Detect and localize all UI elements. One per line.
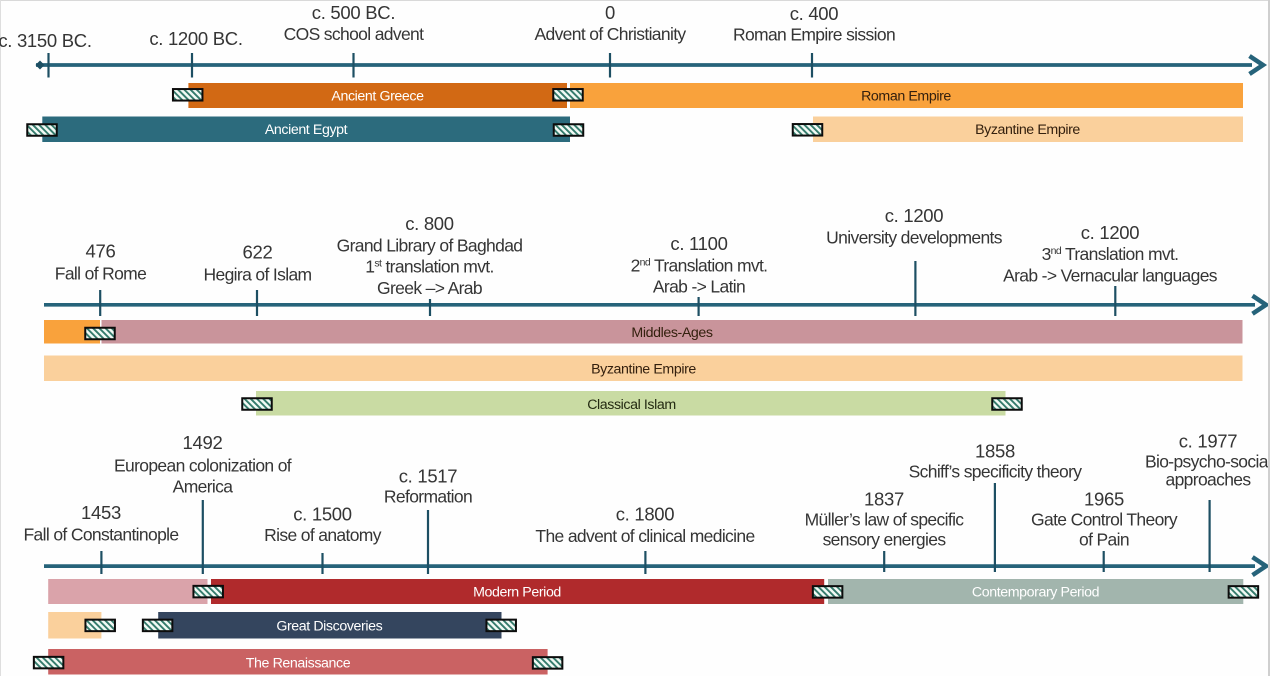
svg-text:Roman Empire sission: Roman Empire sission (733, 25, 895, 45)
svg-text:Advent of Christianity: Advent of Christianity (534, 24, 686, 44)
svg-text:Contemporary Period: Contemporary Period (972, 585, 1099, 601)
svg-text:c. 1200: c. 1200 (1081, 222, 1140, 243)
svg-text:c. 800: c. 800 (405, 213, 454, 234)
svg-text:622: 622 (243, 242, 273, 263)
svg-text:c. 3150 BC.: c. 3150 BC. (0, 30, 92, 51)
svg-text:America: America (173, 477, 234, 497)
svg-text:Grand Library of Baghdad: Grand Library of Baghdad (337, 236, 523, 256)
svg-text:Gate Control Theory: Gate Control Theory (1031, 510, 1178, 530)
svg-text:c. 1977: c. 1977 (1179, 431, 1238, 452)
svg-text:1492: 1492 (183, 432, 223, 453)
svg-text:Arab -> Latin: Arab -> Latin (653, 277, 745, 297)
svg-text:Ancient Egypt: Ancient Egypt (265, 122, 348, 138)
svg-text:c. 1517: c. 1517 (399, 466, 458, 487)
svg-text:0: 0 (605, 2, 615, 23)
svg-text:The advent of clinical medicin: The advent of clinical medicine (535, 526, 754, 546)
svg-text:c. 400: c. 400 (790, 3, 839, 24)
svg-text:Roman Empire: Roman Empire (861, 89, 951, 105)
svg-text:c. 1200: c. 1200 (885, 205, 944, 226)
svg-text:Rise of anatomy: Rise of anatomy (264, 525, 382, 545)
svg-text:Great Discoveries: Great Discoveries (276, 618, 382, 634)
svg-text:1st translation mvt.: 1st translation mvt. (365, 257, 493, 277)
svg-text:c. 500 BC.: c. 500 BC. (312, 2, 395, 23)
svg-text:1858: 1858 (975, 441, 1015, 462)
svg-text:Hegira of Islam: Hegira of Islam (204, 265, 312, 285)
svg-text:of Pain: of Pain (1079, 530, 1129, 550)
svg-text:2nd Translation mvt.: 2nd Translation mvt. (631, 256, 768, 276)
svg-text:1837: 1837 (864, 489, 904, 510)
svg-text:Classical Islam: Classical Islam (587, 397, 676, 413)
svg-text:Schiff’s specificity theory: Schiff’s specificity theory (909, 462, 1083, 482)
svg-text:c. 1800: c. 1800 (616, 504, 675, 525)
svg-text:sensory energies: sensory energies (823, 530, 947, 550)
svg-text:476: 476 (86, 241, 116, 262)
svg-text:c. 1200 BC.: c. 1200 BC. (149, 28, 242, 49)
svg-text:Müller’s law of specific: Müller’s law of specific (805, 510, 965, 530)
svg-text:3nd Translation mvt.: 3nd Translation mvt. (1042, 244, 1179, 264)
svg-text:Fall of Rome: Fall of Rome (55, 264, 146, 284)
svg-text:Byzantine Empire: Byzantine Empire (591, 361, 696, 377)
svg-text:Middles-Ages: Middles-Ages (631, 325, 712, 341)
svg-text:Greek –> Arab: Greek –> Arab (377, 278, 482, 298)
svg-text:COS school advent: COS school advent (284, 24, 425, 44)
svg-text:c. 1100: c. 1100 (670, 233, 727, 254)
svg-text:Byzantine Empire: Byzantine Empire (975, 122, 1080, 138)
svg-text:Fall of Constantinople: Fall of Constantinople (24, 525, 179, 545)
svg-text:c. 1500: c. 1500 (293, 504, 352, 525)
svg-text:1453: 1453 (81, 502, 121, 523)
svg-text:The Renaissance: The Renaissance (246, 656, 351, 672)
svg-text:approaches: approaches (1166, 470, 1252, 490)
svg-text:European colonization of: European colonization of (114, 456, 292, 476)
svg-text:Bio-psycho-social: Bio-psycho-social (1145, 452, 1270, 472)
svg-text:Arab -> Vernacular languages: Arab -> Vernacular languages (1003, 266, 1218, 286)
svg-text:Reformation: Reformation (384, 487, 472, 507)
svg-text:Ancient Greece: Ancient Greece (331, 89, 424, 105)
svg-text:University developments: University developments (826, 228, 1003, 248)
svg-text:1965: 1965 (1084, 489, 1124, 510)
svg-text:Modern Period: Modern Period (473, 585, 561, 601)
